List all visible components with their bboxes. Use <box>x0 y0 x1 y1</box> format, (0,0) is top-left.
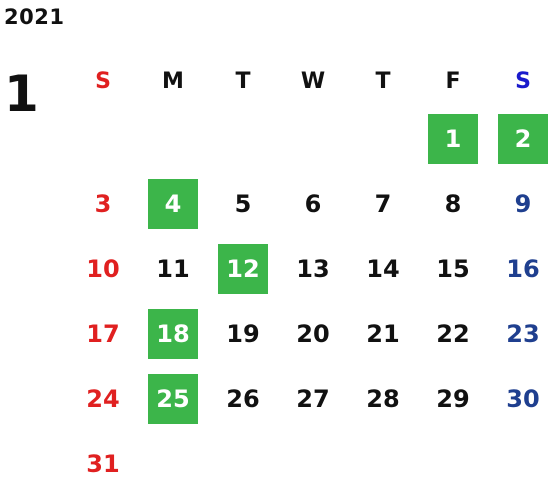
weekday-header-friday: F <box>445 68 461 94</box>
day-number: 20 <box>296 319 330 348</box>
day-number: 30 <box>506 384 540 413</box>
day-number: 1 <box>428 113 478 164</box>
day-cell-22[interactable]: 22 <box>418 301 488 366</box>
day-number: 24 <box>86 384 120 413</box>
day-cell-7[interactable]: 7 <box>348 171 418 236</box>
day-cell-27[interactable]: 27 <box>278 366 348 431</box>
day-cell-16[interactable]: 16 <box>488 236 548 301</box>
day-number: 25 <box>148 373 198 424</box>
day-cell-9[interactable]: 9 <box>488 171 548 236</box>
day-number: 28 <box>366 384 400 413</box>
day-cell-30[interactable]: 30 <box>488 366 548 431</box>
day-number: 2 <box>498 113 548 164</box>
day-number: 11 <box>156 254 190 283</box>
day-cell-23[interactable]: 23 <box>488 301 548 366</box>
day-number: 8 <box>444 189 462 218</box>
day-number: 3 <box>94 189 112 218</box>
empty-day-cell <box>68 106 138 171</box>
weekday-header-monday: M <box>162 68 184 94</box>
day-number: 10 <box>86 254 120 283</box>
day-cell-19[interactable]: 19 <box>208 301 278 366</box>
day-cell-29[interactable]: 29 <box>418 366 488 431</box>
day-cell-20[interactable]: 20 <box>278 301 348 366</box>
calendar-grid: S M T W T F S 1 2 3 4 5 6 7 8 9 10 11 12 13 14 15 16 17 18 19 20 21… <box>68 56 548 496</box>
empty-day-cell <box>138 106 208 171</box>
day-cell-28[interactable]: 28 <box>348 366 418 431</box>
day-cell-6[interactable]: 6 <box>278 171 348 236</box>
day-cell-14[interactable]: 14 <box>348 236 418 301</box>
day-number: 12 <box>218 243 268 294</box>
day-cell-26[interactable]: 26 <box>208 366 278 431</box>
weekday-header-wednesday: W <box>300 68 326 94</box>
day-number: 22 <box>436 319 470 348</box>
day-number: 19 <box>226 319 260 348</box>
weekday-header-saturday: S <box>515 68 531 94</box>
day-cell-18[interactable]: 18 <box>138 301 208 366</box>
day-cell-11[interactable]: 11 <box>138 236 208 301</box>
day-number: 27 <box>296 384 330 413</box>
empty-day-cell <box>208 431 278 496</box>
day-number: 17 <box>86 319 120 348</box>
day-number: 5 <box>234 189 252 218</box>
day-cell-25[interactable]: 25 <box>138 366 208 431</box>
day-cell-21[interactable]: 21 <box>348 301 418 366</box>
day-number: 26 <box>226 384 260 413</box>
empty-day-cell <box>278 431 348 496</box>
empty-day-cell <box>348 431 418 496</box>
weekday-header-thursday: T <box>375 68 391 94</box>
day-cell-10[interactable]: 10 <box>68 236 138 301</box>
weekday-header-sunday: S <box>95 68 111 94</box>
day-number: 7 <box>374 189 392 218</box>
month-number: 1 <box>4 65 39 123</box>
day-number: 23 <box>506 319 540 348</box>
day-cell-1[interactable]: 1 <box>418 106 488 171</box>
day-cell-5[interactable]: 5 <box>208 171 278 236</box>
day-cell-4[interactable]: 4 <box>138 171 208 236</box>
day-number: 6 <box>304 189 322 218</box>
day-cell-17[interactable]: 17 <box>68 301 138 366</box>
day-cell-8[interactable]: 8 <box>418 171 488 236</box>
empty-day-cell <box>418 431 488 496</box>
day-cell-24[interactable]: 24 <box>68 366 138 431</box>
day-number: 16 <box>506 254 540 283</box>
day-number: 9 <box>514 189 532 218</box>
empty-day-cell <box>278 106 348 171</box>
day-number: 14 <box>366 254 400 283</box>
day-number: 21 <box>366 319 400 348</box>
day-number: 4 <box>148 178 198 229</box>
day-cell-2[interactable]: 2 <box>488 106 548 171</box>
empty-day-cell <box>138 431 208 496</box>
day-number: 18 <box>148 308 198 359</box>
day-number: 31 <box>86 449 120 478</box>
year-label: 2021 <box>4 5 65 29</box>
weekday-header-tuesday: T <box>235 68 251 94</box>
day-number: 15 <box>436 254 470 283</box>
day-cell-31[interactable]: 31 <box>68 431 138 496</box>
empty-day-cell <box>348 106 418 171</box>
day-number: 13 <box>296 254 330 283</box>
day-cell-15[interactable]: 15 <box>418 236 488 301</box>
day-cell-13[interactable]: 13 <box>278 236 348 301</box>
day-number: 29 <box>436 384 470 413</box>
day-cell-3[interactable]: 3 <box>68 171 138 236</box>
day-cell-12[interactable]: 12 <box>208 236 278 301</box>
empty-day-cell <box>208 106 278 171</box>
empty-day-cell <box>488 431 548 496</box>
